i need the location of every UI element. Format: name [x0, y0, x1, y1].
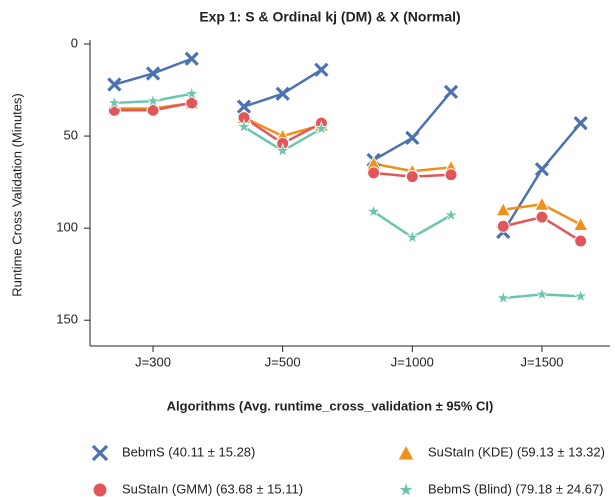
marker-x [275, 86, 290, 101]
legend-title: Algorithms (Avg. runtime_cross_validatio… [167, 398, 494, 413]
marker-star [404, 229, 421, 245]
marker-star [145, 92, 161, 108]
x-tick-label: J=500 [265, 354, 301, 369]
marker-star [534, 286, 550, 302]
y-tick-label: 150 [56, 312, 78, 327]
marker-circle [574, 234, 588, 248]
marker-x-stroke [534, 162, 550, 177]
marker-circle [496, 219, 510, 233]
x-tick-label: J=300 [135, 354, 171, 369]
marker-x [184, 51, 199, 66]
series-line [373, 91, 452, 162]
marker-star [365, 203, 382, 219]
marker-x [236, 99, 252, 114]
marker-star [106, 94, 123, 110]
marker-x [443, 84, 459, 100]
marker-triangle [397, 443, 415, 461]
x-tick-label: J=1500 [520, 354, 563, 369]
chart-title: Exp 1: S & Ordinal kj (DM) & X (Normal) [199, 9, 460, 25]
marker-star [183, 85, 200, 101]
marker-triangle [495, 201, 512, 217]
legend-label: BebmS (Blind) (79.18 ± 24.67) [428, 481, 604, 496]
marker-triangle [534, 196, 550, 211]
marker-star [495, 289, 512, 305]
marker-x-stroke [184, 51, 199, 66]
marker-x [91, 444, 109, 462]
marker-star [236, 118, 252, 134]
marker-circle [535, 210, 549, 224]
y-axis-label: Runtime Cross Validation (Minutes) [9, 93, 24, 297]
marker-x-stroke [145, 66, 161, 81]
x-tick-label: J=1000 [391, 354, 434, 369]
marker-star [443, 207, 459, 222]
marker-triangle [572, 216, 589, 231]
marker-x-stroke [107, 77, 122, 92]
y-tick-label: 100 [56, 220, 78, 235]
series-line [243, 68, 323, 108]
y-tick-label: 0 [71, 35, 78, 50]
y-tick-label: 50 [64, 128, 78, 143]
marker-x [405, 130, 420, 146]
marker-circle [444, 168, 458, 182]
marker-x-stroke [275, 86, 290, 101]
marker-circle [367, 166, 381, 180]
marker-x-stroke [405, 130, 420, 146]
marker-x [314, 62, 329, 77]
marker-star [397, 480, 415, 497]
marker-star [572, 287, 589, 303]
marker-x-stroke [91, 444, 109, 462]
marker-x [534, 162, 550, 177]
legend-label: SuStaIn (KDE) (59.13 ± 13.32) [428, 444, 605, 459]
marker-circle [92, 482, 108, 497]
marker-star [313, 120, 330, 136]
marker-x-stroke [236, 99, 252, 114]
legend-label: SuStaIn (GMM) (63.68 ± 15.11) [122, 481, 303, 496]
marker-x-stroke [443, 84, 459, 100]
marker-x-stroke [573, 116, 588, 131]
marker-circle [185, 96, 199, 110]
marker-x [145, 66, 161, 81]
marker-star [274, 142, 291, 158]
marker-x-stroke [314, 62, 329, 77]
legend-label: BebmS (40.11 ± 15.28) [122, 444, 255, 459]
marker-circle [405, 170, 419, 184]
marker-x [107, 77, 122, 92]
marker-x [573, 116, 588, 131]
